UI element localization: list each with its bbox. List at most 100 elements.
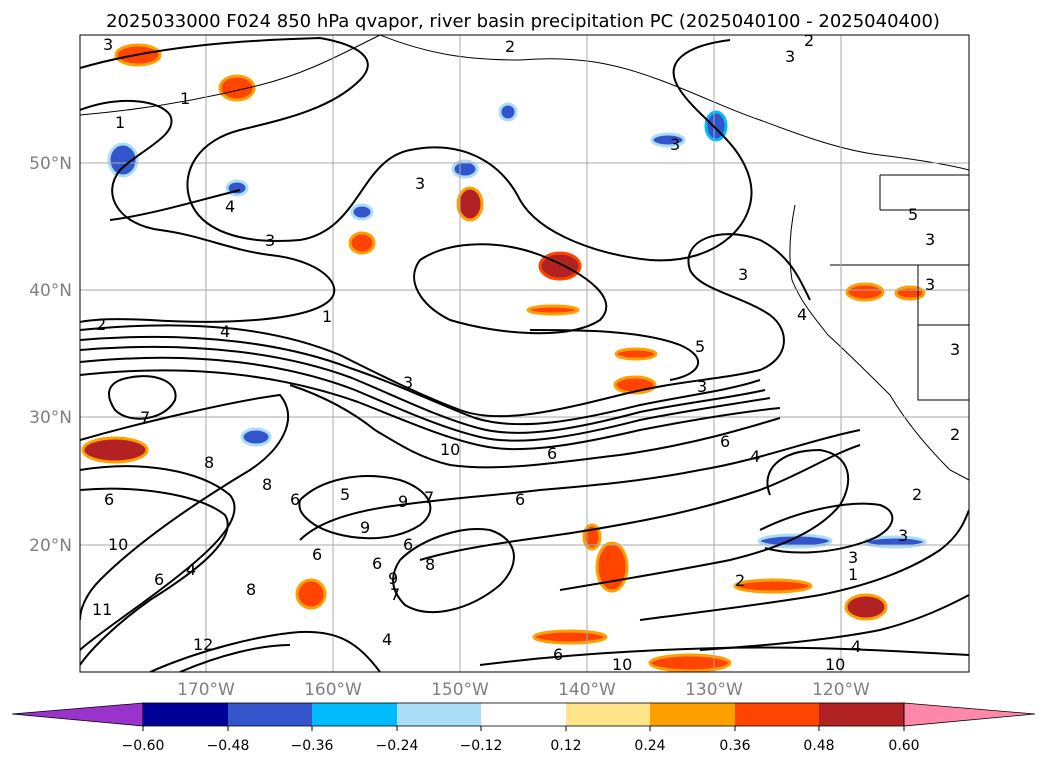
contour-line — [179, 644, 291, 672]
contour-label: 6 — [547, 444, 557, 463]
contour-line — [108, 375, 177, 420]
contour-label: 6 — [403, 535, 413, 554]
contour-label: 6 — [312, 545, 322, 564]
contour-label: 5 — [908, 205, 918, 224]
colorbar-tick-label: −0.12 — [460, 738, 503, 754]
contour-label: 3 — [403, 373, 413, 392]
colorbar-tick-label: 0.36 — [719, 738, 750, 754]
colorbar-tick-label: 0.60 — [888, 738, 919, 754]
contour-label: 8 — [204, 453, 214, 472]
lat-label-50n: 50°N — [29, 154, 72, 174]
contour-line — [759, 502, 894, 554]
contour-line — [289, 384, 781, 469]
contour-label: 10 — [825, 655, 845, 674]
colorbar-extend-max — [903, 702, 1036, 727]
precip-patch — [648, 653, 732, 672]
contour-label: 6 — [372, 554, 382, 573]
precip-patch — [650, 132, 686, 148]
contour-label: 7 — [390, 585, 400, 604]
contour-label: 7 — [424, 488, 434, 507]
map-content: 3 2 2 3 1 1 3 4 3 3 3 5 3 3 4 2 1 4 3 5 — [80, 35, 969, 674]
contour-label: 6 — [104, 490, 114, 509]
contour-label: 5 — [340, 485, 350, 504]
precip-patch — [757, 533, 833, 549]
contour-line — [80, 356, 771, 442]
precip-patch — [894, 285, 926, 301]
contour-label: 4 — [851, 637, 861, 656]
contour-line — [109, 189, 241, 221]
colorbar-segment — [228, 703, 312, 726]
contour-label: 9 — [398, 492, 408, 511]
contour-label: 6 — [515, 490, 525, 509]
precip-patch — [498, 102, 518, 122]
contour-line — [80, 465, 236, 651]
precip-patch — [240, 427, 272, 447]
colorbar-segment — [819, 703, 904, 726]
contour-label: 10 — [612, 655, 632, 674]
contour-label: 3 — [950, 340, 960, 359]
contour-line — [529, 329, 700, 381]
contour-line — [80, 36, 753, 262]
contour-line — [149, 630, 381, 672]
contour-label: 2 — [912, 485, 922, 504]
precip-patch — [456, 186, 484, 222]
contour-label: 3 — [103, 35, 113, 54]
contour-label: 10 — [108, 535, 128, 554]
contour-label-layer: 3 2 2 3 1 1 3 4 3 3 3 5 3 3 4 2 1 4 3 5 — [92, 35, 960, 674]
contour-label: 2 — [505, 37, 515, 56]
contour-line — [80, 100, 336, 323]
contour-label: 3 — [265, 231, 275, 250]
lat-label-20n: 20°N — [29, 536, 72, 556]
contour-label: 10 — [440, 440, 460, 459]
contour-line — [80, 487, 229, 666]
colorbar-segment — [566, 703, 650, 726]
precip-patch — [532, 629, 608, 645]
contour-label: 4 — [220, 322, 230, 341]
contour-label: 3 — [925, 275, 935, 294]
contour-label: 6 — [720, 432, 730, 451]
colorbar-tick-label: 0.12 — [550, 738, 581, 754]
precip-patch — [526, 304, 580, 316]
map-frame — [79, 34, 970, 673]
precip-patch — [845, 282, 885, 302]
precip-patch — [348, 231, 376, 255]
contour-label: 3 — [925, 230, 935, 249]
precip-patch — [844, 593, 888, 621]
lon-label-130w: 130°W — [685, 680, 743, 700]
colorbar-segment — [650, 703, 735, 726]
contour-label: 6 — [154, 570, 164, 589]
alaska-coastline — [80, 35, 381, 116]
lon-label-120w: 120°W — [812, 680, 870, 700]
contour-line — [80, 345, 766, 434]
contour-line — [298, 475, 432, 540]
colorbar-segment — [312, 703, 397, 726]
map-background — [80, 35, 969, 672]
contour-label: 2 — [735, 571, 745, 590]
precip-patch — [81, 436, 149, 464]
colorbar-tick-label: −0.48 — [207, 738, 250, 754]
contour-label: 9 — [388, 569, 398, 588]
contour-label: 3 — [898, 526, 908, 545]
contour-label: 3 — [848, 548, 858, 567]
colorbar-segment — [735, 703, 819, 726]
contour-label: 8 — [246, 580, 256, 599]
colorbar: −0.60 −0.48 −0.36 −0.24 −0.12 0.12 0.24 … — [11, 702, 1036, 754]
contour-label: 1 — [848, 565, 858, 584]
precip-patch — [451, 159, 479, 179]
precip-patch — [218, 74, 256, 102]
contour-label: 4 — [750, 447, 760, 466]
colorbar-tick-label: −0.24 — [376, 738, 419, 754]
contour-line — [80, 233, 811, 418]
contour-line — [479, 646, 969, 666]
contour-label: 9 — [360, 518, 370, 537]
lon-label-170w: 170°W — [177, 680, 235, 700]
contour-line — [80, 393, 290, 621]
figure-title: 2025033000 F024 850 hPa qvapor, river ba… — [106, 11, 940, 32]
contour-label: 3 — [697, 377, 707, 396]
contour-label: 4 — [382, 630, 392, 649]
contour-label: 1 — [180, 89, 190, 108]
qvapor-contours — [80, 36, 969, 672]
precip-patch — [733, 578, 813, 594]
north-america-coastline — [789, 204, 969, 481]
